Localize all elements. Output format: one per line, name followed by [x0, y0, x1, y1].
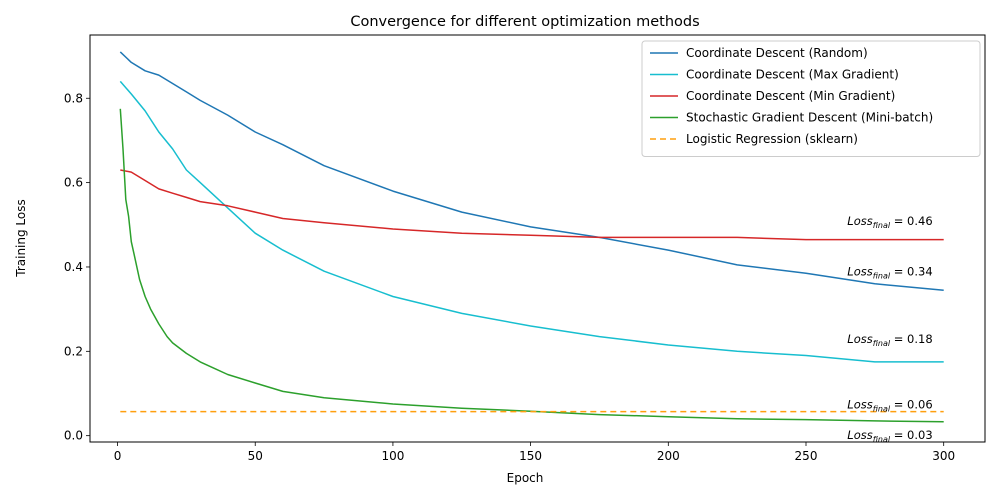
x-tick-label: 200 [657, 449, 680, 463]
y-tick-label: 0.0 [64, 429, 83, 443]
y-tick-label: 0.8 [64, 91, 83, 105]
x-tick-label: 250 [795, 449, 818, 463]
x-tick-label: 100 [381, 449, 404, 463]
legend-box [641, 40, 981, 157]
axes-frame [89, 34, 986, 443]
x-tick-label: 150 [519, 449, 542, 463]
x-axis-label: Epoch [507, 471, 544, 485]
legend-label-1: Coordinate Descent (Random) [686, 46, 868, 60]
x-tick-label: 300 [932, 449, 955, 463]
x-tick-label: 0 [114, 449, 122, 463]
legend-label-4: Stochastic Gradient Descent (Mini-batch) [686, 111, 933, 125]
legend-label-3: Coordinate Descent (Min Gradient) [686, 89, 895, 103]
chart-title: Convergence for different optimization m… [350, 14, 699, 30]
series-line-4 [119, 108, 944, 423]
legend: Coordinate Descent (Random) Coordinate De… [641, 40, 981, 157]
series-line-2 [119, 80, 944, 363]
final-loss-annotation: Lossfinal = 0.18 [847, 332, 932, 348]
x-tick-label: 50 [248, 449, 263, 463]
final-loss-annotation: Lossfinal = 0.46 [847, 214, 932, 230]
final-loss-annotation: Lossfinal = 0.03 [847, 428, 932, 444]
legend-label-5: Logistic Regression (sklearn) [686, 132, 858, 146]
final-loss-annotation: Lossfinal = 0.06 [847, 397, 932, 413]
tick-layer: 0 50 100 150 200 250 300 0.0 0.2 0.4 0.6 0.8 [64, 91, 955, 463]
plot-area [119, 51, 944, 423]
y-tick-label: 0.4 [64, 260, 83, 274]
annotation-layer: Lossfinal = 0.46 Lossfinal = 0.34 Lossfina… [847, 214, 932, 444]
series-line-1 [119, 51, 944, 291]
final-loss-annotation: Lossfinal = 0.34 [847, 264, 932, 280]
y-tick-label: 0.6 [64, 176, 83, 190]
y-axis-label: Training Loss [14, 199, 28, 277]
legend-label-2: Coordinate Descent (Max Gradient) [686, 68, 899, 82]
y-tick-label: 0.2 [64, 344, 83, 358]
series-line-3 [120, 169, 944, 241]
